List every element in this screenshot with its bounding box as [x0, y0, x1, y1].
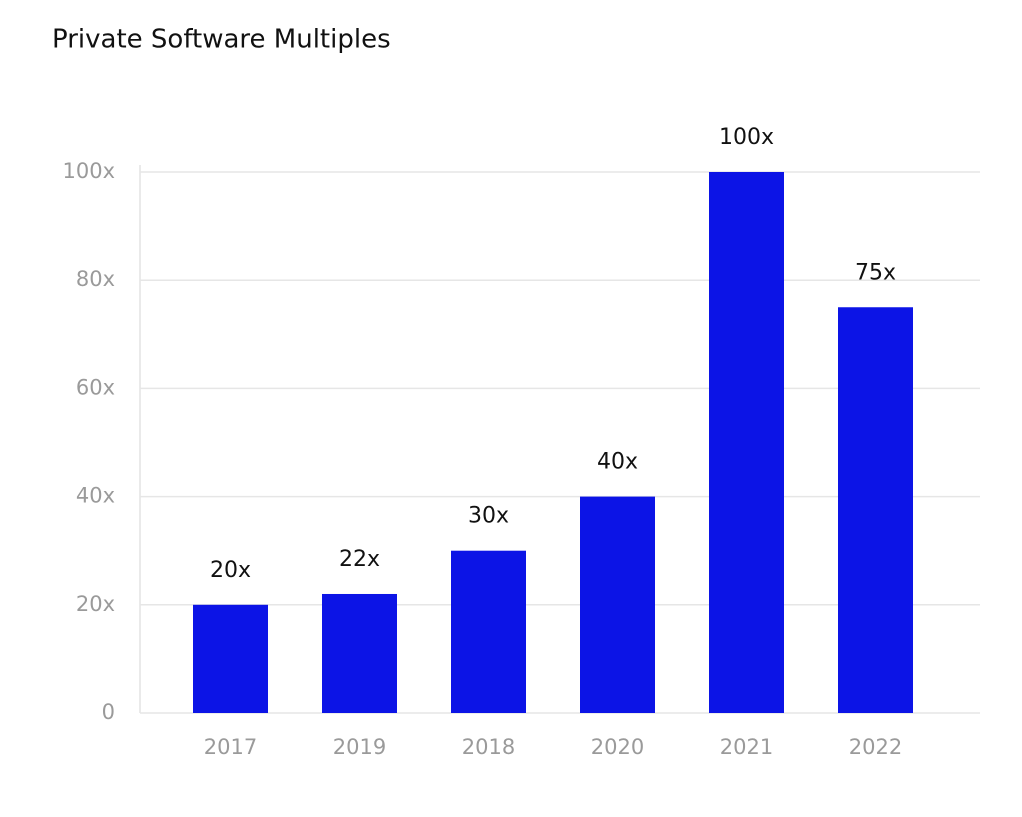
- x-tick-label: 2018: [462, 735, 515, 759]
- value-label: 20x: [210, 558, 251, 583]
- y-tick-label: 20x: [76, 592, 115, 616]
- y-tick-label: 80x: [76, 267, 115, 291]
- value-label: 22x: [339, 547, 380, 572]
- bar: [451, 550, 526, 713]
- y-tick-label: 100x: [62, 159, 115, 183]
- bar: [838, 307, 913, 713]
- x-tick-label: 2022: [849, 735, 902, 759]
- x-tick-label: 2021: [720, 735, 773, 759]
- bar: [193, 604, 268, 713]
- x-tick-label: 2019: [333, 735, 386, 759]
- value-label: 40x: [597, 450, 638, 475]
- bar: [322, 593, 397, 713]
- value-label: 100x: [719, 125, 774, 150]
- value-label: 30x: [468, 504, 509, 529]
- x-tick-label: 2017: [204, 735, 257, 759]
- chart-title: Private Software Multiples: [52, 25, 391, 55]
- bar: [580, 496, 655, 713]
- y-tick-label: 60x: [76, 375, 115, 399]
- x-tick-label: 2020: [591, 735, 644, 759]
- value-label: 75x: [855, 260, 896, 285]
- y-tick-label: 0: [102, 700, 115, 724]
- bar: [709, 172, 784, 713]
- y-tick-label: 40x: [76, 484, 115, 508]
